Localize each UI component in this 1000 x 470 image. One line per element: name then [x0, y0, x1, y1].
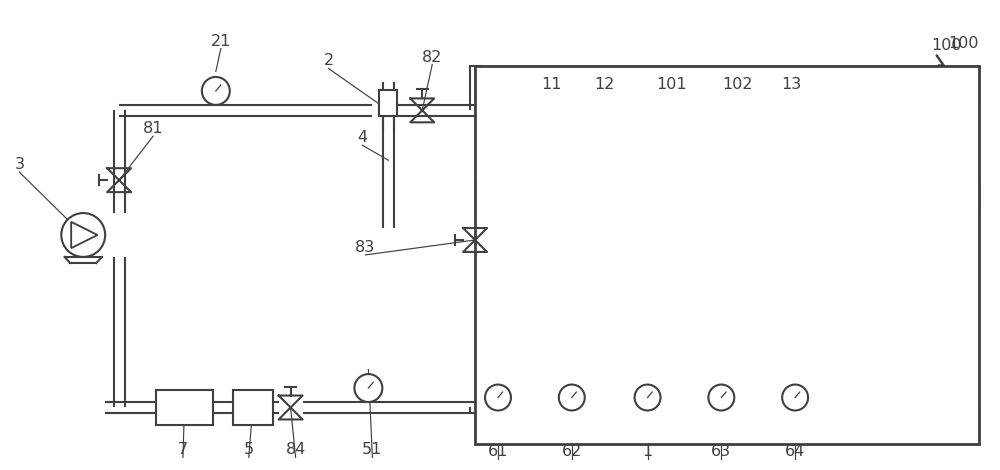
Circle shape [559, 384, 585, 410]
Text: 84: 84 [285, 442, 306, 457]
Bar [475, 65, 979, 444]
Text: 13: 13 [781, 78, 801, 93]
Text: 102: 102 [722, 78, 753, 93]
Text: 12: 12 [595, 78, 615, 93]
Bar [957, 180, 979, 208]
Text: 81: 81 [143, 121, 163, 136]
Circle shape [61, 213, 105, 257]
Text: 101: 101 [656, 78, 687, 93]
Text: 51: 51 [362, 442, 383, 457]
Text: 1: 1 [642, 444, 653, 459]
Bar [475, 413, 979, 444]
Text: 3: 3 [14, 157, 24, 172]
Circle shape [708, 384, 734, 410]
Circle shape [202, 77, 230, 105]
Text: 63: 63 [711, 444, 731, 459]
Text: 7: 7 [178, 442, 188, 457]
Text: 64: 64 [785, 444, 805, 459]
Bar [233, 390, 273, 425]
Bar [475, 180, 497, 208]
Text: 83: 83 [355, 240, 376, 255]
Text: 21: 21 [211, 33, 231, 48]
Text: 61: 61 [488, 444, 508, 459]
Text: 100: 100 [949, 36, 979, 51]
Bar [156, 390, 213, 425]
Circle shape [485, 384, 511, 410]
Text: 11: 11 [542, 78, 562, 93]
Circle shape [635, 384, 661, 410]
Text: 2: 2 [323, 54, 334, 69]
Text: 100: 100 [931, 38, 962, 53]
Bar [379, 94, 397, 116]
Bar [475, 65, 979, 97]
Text: 82: 82 [422, 49, 442, 64]
Bar [379, 89, 397, 116]
Bar [475, 180, 979, 208]
Text: 62: 62 [562, 444, 582, 459]
Text: 4: 4 [357, 130, 367, 145]
Bar [379, 105, 397, 116]
Text: 5: 5 [244, 442, 254, 457]
Circle shape [354, 374, 382, 402]
Circle shape [782, 384, 808, 410]
